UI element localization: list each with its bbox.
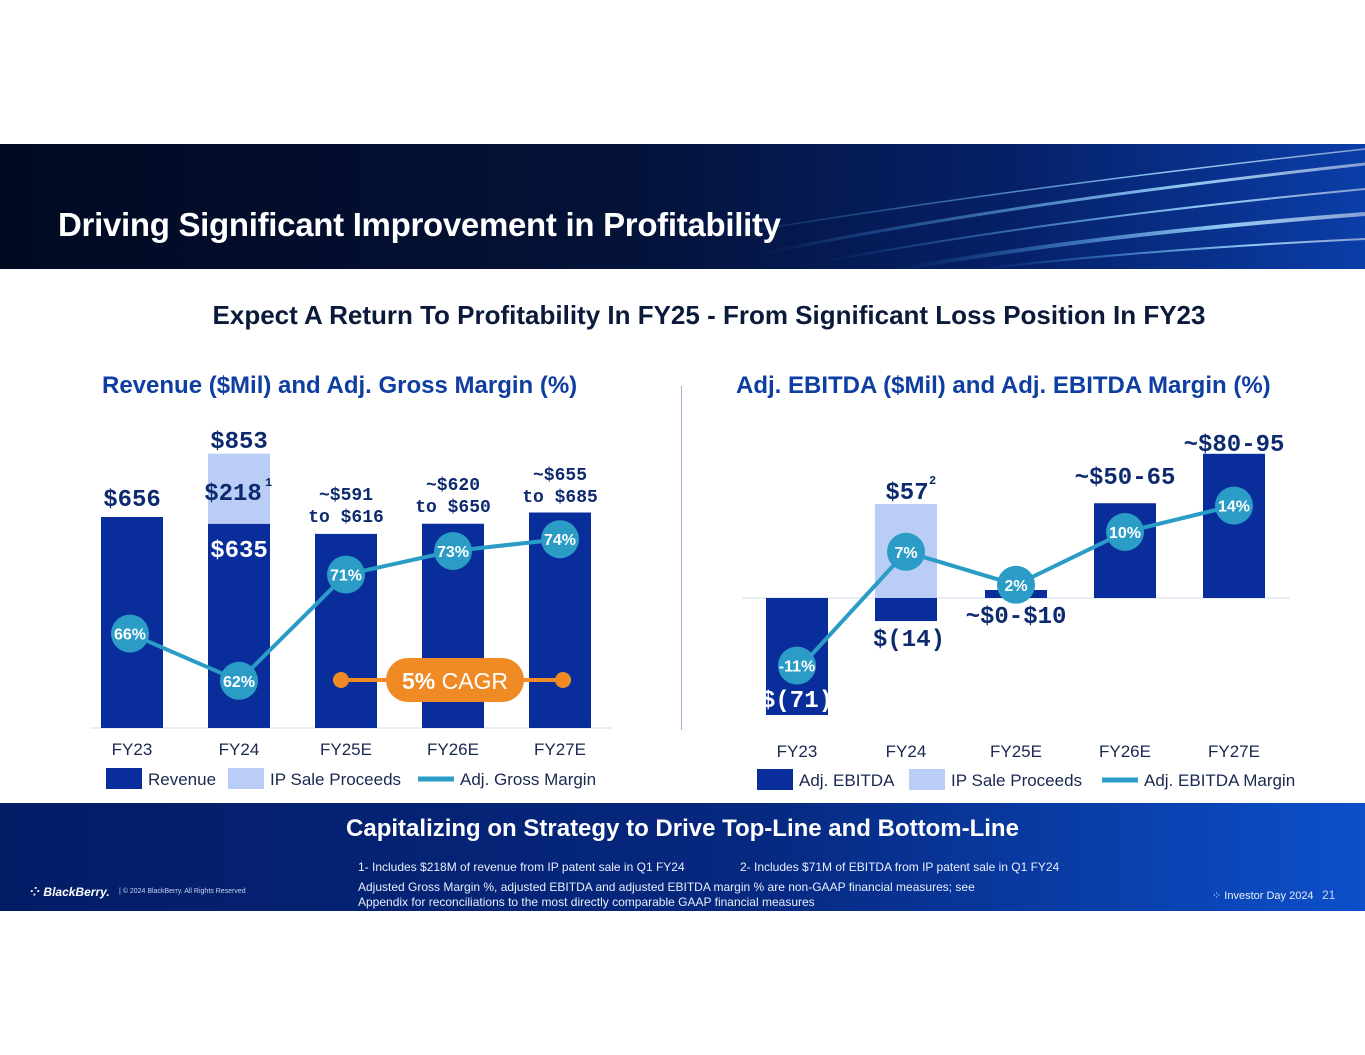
bar-value-label: $635 [210, 538, 268, 565]
bar-value-label: $(71) [761, 688, 833, 715]
charts-canvas: $656 $635 $853 $218 1 ~$591 to $616 ~$620 to $65… [90, 429, 1295, 790]
gross-margin-point-marker [327, 555, 365, 594]
x-tick-label: FY24 [886, 742, 927, 761]
footnote-1: 1- Includes $218M of revenue from IP pat… [358, 860, 685, 874]
x-tick-label: FY27E [1208, 742, 1260, 761]
ebitda-margin-point-marker [1215, 486, 1253, 525]
bar-value-label: ~$80-95 [1184, 432, 1285, 459]
light-streaks-graphic [699, 148, 1365, 269]
gross-margin-point-label: 62% [223, 674, 255, 691]
cagr-connector-end [555, 672, 571, 688]
legend-label-1: IP Sale Proceeds [270, 770, 401, 789]
header-banner [0, 144, 1365, 269]
ip-sale-bar [208, 453, 270, 524]
ebitda-margin-point-marker [997, 565, 1035, 604]
gross-margin-point-marker [111, 614, 149, 653]
page-number: 21 [1322, 888, 1336, 902]
ebitda-margin-point-label: 10% [1109, 525, 1141, 542]
logo-icon: ⁘ [1212, 890, 1222, 902]
x-tick-label: FY26E [427, 740, 479, 759]
gross-margin-point-label: 73% [437, 544, 469, 561]
gross-margin-point-marker [220, 661, 258, 700]
legend-label-0: Revenue [148, 770, 216, 789]
x-tick-label: FY24 [219, 740, 260, 759]
revenue-chart-title: Revenue ($Mil) and Adj. Gross Margin (%) [102, 372, 578, 399]
ebitda-margin-point-label: 7% [894, 545, 917, 562]
page-title: Driving Significant Improvement in Profi… [58, 206, 781, 243]
non-gaap-note-cont: Appendix for reconciliations to the most… [358, 895, 815, 909]
event-name: Investor Day 2024 [1224, 890, 1314, 902]
legend-swatch-1 [909, 769, 945, 790]
bar-value-label: $(14) [873, 627, 945, 654]
ebitda-margin-point-marker [1106, 513, 1144, 551]
ebitda-margin-point-label: 2% [1004, 578, 1027, 595]
legend-label-2: Adj. EBITDA Margin [1144, 771, 1295, 790]
legend-label-2: Adj. Gross Margin [460, 770, 596, 789]
x-tick-label: FY23 [777, 742, 818, 761]
footnote-marker: 2 [929, 474, 936, 488]
bar-value-label: ~$655 to $685 [522, 466, 598, 508]
footer-title: Capitalizing on Strategy to Drive Top-Li… [346, 815, 1019, 842]
gross-margin-point-marker [541, 520, 579, 559]
ebitda-margin-point-marker [887, 532, 925, 571]
x-tick-label: FY23 [112, 740, 153, 759]
bar-value-label: ~$50-65 [1075, 465, 1176, 492]
bar-value-label: ~$591 to $616 [308, 486, 384, 528]
cagr-connector-start [333, 672, 349, 688]
footer-banner [0, 803, 1365, 911]
cagr-pill [386, 658, 524, 702]
ebitda-chart-title: Adj. EBITDA ($Mil) and Adj. EBITDA Margi… [736, 372, 1271, 399]
ebitda-bar [875, 598, 937, 622]
blackberry-logo: ⁘ BlackBerry. [30, 885, 110, 899]
ebitda-margin-point-label: 14% [1218, 499, 1250, 516]
brand-name: BlackBerry. [43, 885, 110, 899]
ebitda-margin-point-marker [778, 646, 816, 685]
chart-divider [681, 386, 682, 730]
total-value-label: $853 [210, 429, 268, 456]
legend-label-0: Adj. EBITDA [799, 771, 895, 790]
x-tick-label: FY25E [320, 740, 372, 759]
ip-value-label: $218 [204, 481, 262, 508]
gross-margin-point-label: 71% [330, 568, 362, 585]
legend-swatch-0 [106, 768, 142, 789]
cagr-label: 5% CAGR [402, 668, 508, 694]
slide-subtitle: Expect A Return To Profitability In FY25… [212, 300, 1206, 330]
x-tick-label: FY25E [990, 742, 1042, 761]
x-tick-label: FY26E [1099, 742, 1151, 761]
bar-value-label: ~$620 to $650 [415, 476, 491, 518]
bar-value-label: $656 [103, 487, 161, 514]
ebitda-bar [1203, 453, 1265, 598]
legend-label-1: IP Sale Proceeds [951, 771, 1082, 790]
x-tick-label: FY27E [534, 740, 586, 759]
legend-swatch-0 [757, 769, 793, 790]
event-label: ⁘ Investor Day 2024 [1212, 889, 1314, 902]
gross-margin-point-marker [434, 532, 472, 570]
footnote-2: 2- Includes $71M of EBITDA from IP paten… [740, 860, 1060, 874]
legend-swatch-1 [228, 768, 264, 789]
top-value-label: $57 [885, 480, 928, 507]
gross-margin-point-label: 74% [544, 532, 576, 549]
ebitda-margin-point-label: -11% [779, 659, 815, 676]
non-gaap-note: Adjusted Gross Margin %, adjusted EBITDA… [358, 880, 975, 894]
bar-value-label: ~$0-$10 [966, 604, 1067, 631]
copyright: | © 2024 BlackBerry. All Rights Reserved [119, 888, 246, 895]
footnote-marker: 1 [265, 476, 272, 490]
logo-icon: ⁘ [30, 885, 41, 899]
gross-margin-point-label: 66% [114, 627, 146, 644]
